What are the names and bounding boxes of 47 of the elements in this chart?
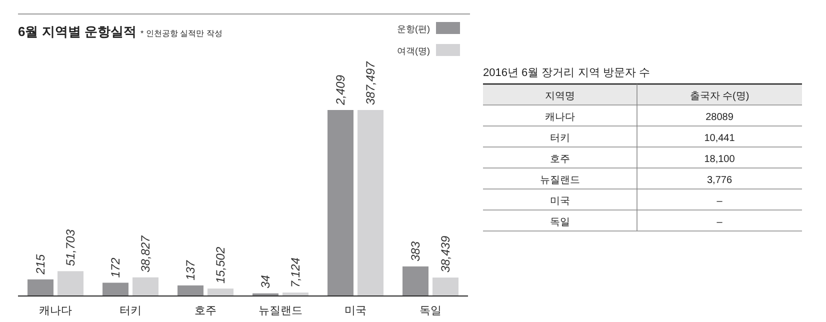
data-label: 51,703 <box>64 229 78 266</box>
legend-label: 여객(명) <box>397 46 430 56</box>
text: 터키 <box>550 133 570 144</box>
data-label: 2,409 <box>334 74 348 106</box>
text: – <box>716 217 723 228</box>
text: – <box>716 196 723 207</box>
legend-label: 운항(편) <box>397 24 430 34</box>
bar <box>402 266 428 296</box>
text: 출국자 수(명) <box>690 91 750 102</box>
x-tick-label: 호주 <box>194 305 216 317</box>
text: 뉴질랜드 <box>540 175 580 186</box>
x-tick-label: 터키 <box>120 305 142 317</box>
bar <box>358 110 384 296</box>
data-label: 7,124 <box>288 257 302 288</box>
data-label: 38,439 <box>438 236 452 273</box>
text: 28089 <box>706 112 734 123</box>
data-label: 137 <box>184 259 198 280</box>
chart-title: 6월 지역별 운항실적 <box>18 24 136 39</box>
x-tick-label: 미국 <box>344 305 366 317</box>
text: 2016년 6월 장거리 지역 방문자 수 <box>483 67 650 79</box>
data-label: 15,502 <box>214 246 228 284</box>
text: 호주 <box>550 154 570 165</box>
text: 3,776 <box>706 175 732 186</box>
bar <box>102 282 128 296</box>
text: 미국 <box>550 196 570 207</box>
data-label: 38,827 <box>138 234 152 272</box>
bar <box>28 279 54 296</box>
x-tick-label: 독일 <box>420 305 442 317</box>
bar <box>432 278 458 296</box>
x-tick-label: 뉴질랜드 <box>258 305 302 317</box>
text: 지역명 <box>545 91 575 102</box>
bar <box>208 288 234 296</box>
bar <box>58 271 84 296</box>
bar <box>328 110 354 296</box>
bar <box>132 277 158 296</box>
text: 10,441 <box>704 133 736 144</box>
data-label: 215 <box>34 254 48 276</box>
bar <box>178 285 204 296</box>
x-tick-label: 캐나다 <box>39 305 72 317</box>
data-label: 34 <box>258 274 272 288</box>
text: 독일 <box>550 217 570 228</box>
text: 18,100 <box>704 154 736 165</box>
data-label: 172 <box>108 257 122 278</box>
text: 캐나다 <box>545 112 575 123</box>
chart-subtitle: * 인천공항 실적만 작성 <box>140 29 222 38</box>
data-label: 383 <box>408 241 422 262</box>
data-label: 387,497 <box>364 60 378 105</box>
